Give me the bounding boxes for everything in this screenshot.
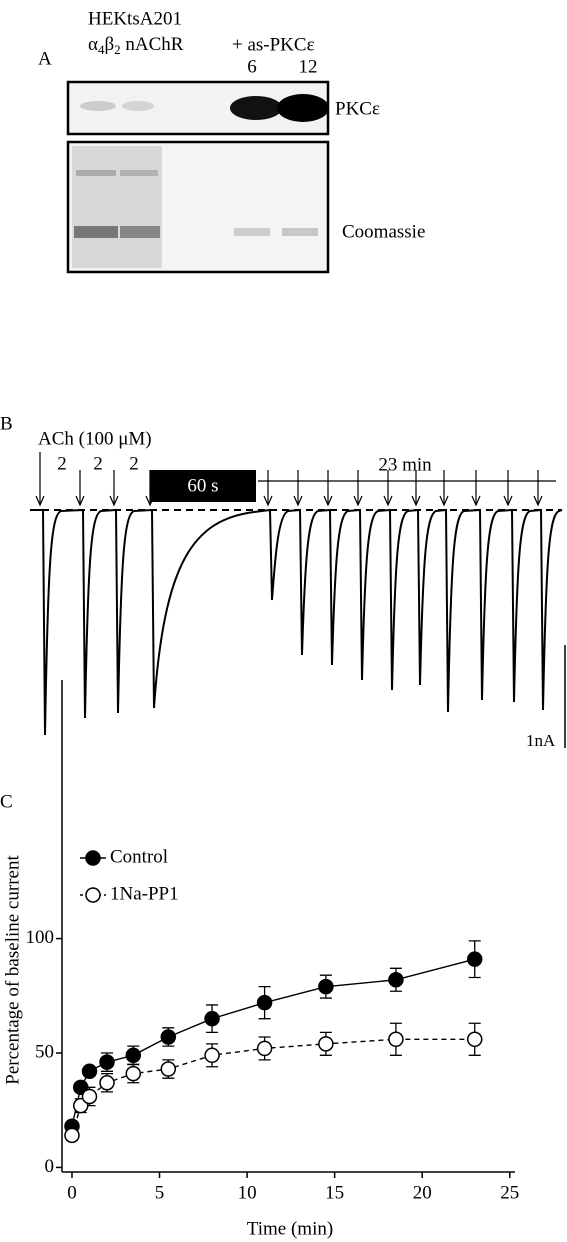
x-tick-label: 5	[155, 1182, 165, 1203]
legend-marker	[86, 851, 100, 865]
x-tick-label: 15	[325, 1182, 344, 1203]
legend-label: Control	[110, 846, 168, 867]
series-line	[72, 959, 475, 1126]
scale-label: 1nA	[526, 731, 556, 750]
point	[319, 1037, 333, 1051]
point	[126, 1067, 140, 1081]
blot-label: Coomassie	[342, 221, 425, 242]
text: α	[88, 34, 98, 55]
y-axis-label: Percentage of baseline current	[2, 855, 23, 1085]
interval: 2	[57, 453, 67, 474]
legend-marker	[86, 888, 100, 902]
point	[161, 1062, 175, 1076]
point	[319, 980, 333, 994]
figure: A HEKtsA201 α4β2 nAChR + as-PKCε 6 12 PK…	[0, 0, 567, 1242]
lane-label: 6	[247, 56, 257, 77]
point	[389, 1032, 403, 1046]
blot-label: PKCε	[335, 98, 380, 119]
point	[161, 1030, 175, 1044]
blot-coomassie	[68, 142, 328, 272]
interval: 2	[129, 453, 139, 474]
treatment: + as-PKCε	[232, 34, 315, 55]
point	[100, 1076, 114, 1090]
current-trace	[30, 452, 562, 735]
panel-label: B	[0, 413, 13, 434]
point	[65, 1128, 79, 1142]
x-axis-label: Time (min)	[247, 1218, 333, 1239]
duration: 23 min	[378, 454, 432, 475]
point	[205, 1012, 219, 1026]
lane-label: 12	[299, 56, 318, 77]
point	[126, 1048, 140, 1062]
receptor: α4β2 nAChR	[88, 34, 184, 57]
text: β	[104, 34, 114, 55]
y-tick-label: 0	[45, 1156, 55, 1177]
x-tick-label: 0	[67, 1182, 77, 1203]
cell-line: HEKtsA201	[88, 8, 182, 29]
point	[258, 996, 272, 1010]
trace-line	[30, 510, 562, 735]
application-label: 60 s	[187, 475, 218, 496]
point	[205, 1048, 219, 1062]
point	[389, 973, 403, 987]
y-tick-label: 50	[35, 1041, 54, 1062]
agonist: ACh (100 μM)	[38, 428, 152, 449]
x-tick-label: 20	[413, 1182, 432, 1203]
point	[82, 1064, 96, 1078]
blot-pkc	[68, 82, 329, 134]
y-tick-label: 100	[26, 927, 55, 948]
point	[258, 1041, 272, 1055]
point	[100, 1055, 114, 1069]
point	[82, 1089, 96, 1103]
point	[468, 1032, 482, 1046]
chart: 0 5 10 15 20 25 0 50 100 Control 1Na-PP1	[26, 680, 520, 1203]
point	[468, 952, 482, 966]
text: nAChR	[121, 34, 184, 55]
legend-label: 1Na-PP1	[110, 883, 179, 904]
x-tick-label: 25	[500, 1182, 519, 1203]
panel-label: A	[38, 48, 52, 69]
interval: 2	[93, 453, 103, 474]
panel-label: C	[0, 791, 13, 812]
x-tick-label: 10	[238, 1182, 257, 1203]
